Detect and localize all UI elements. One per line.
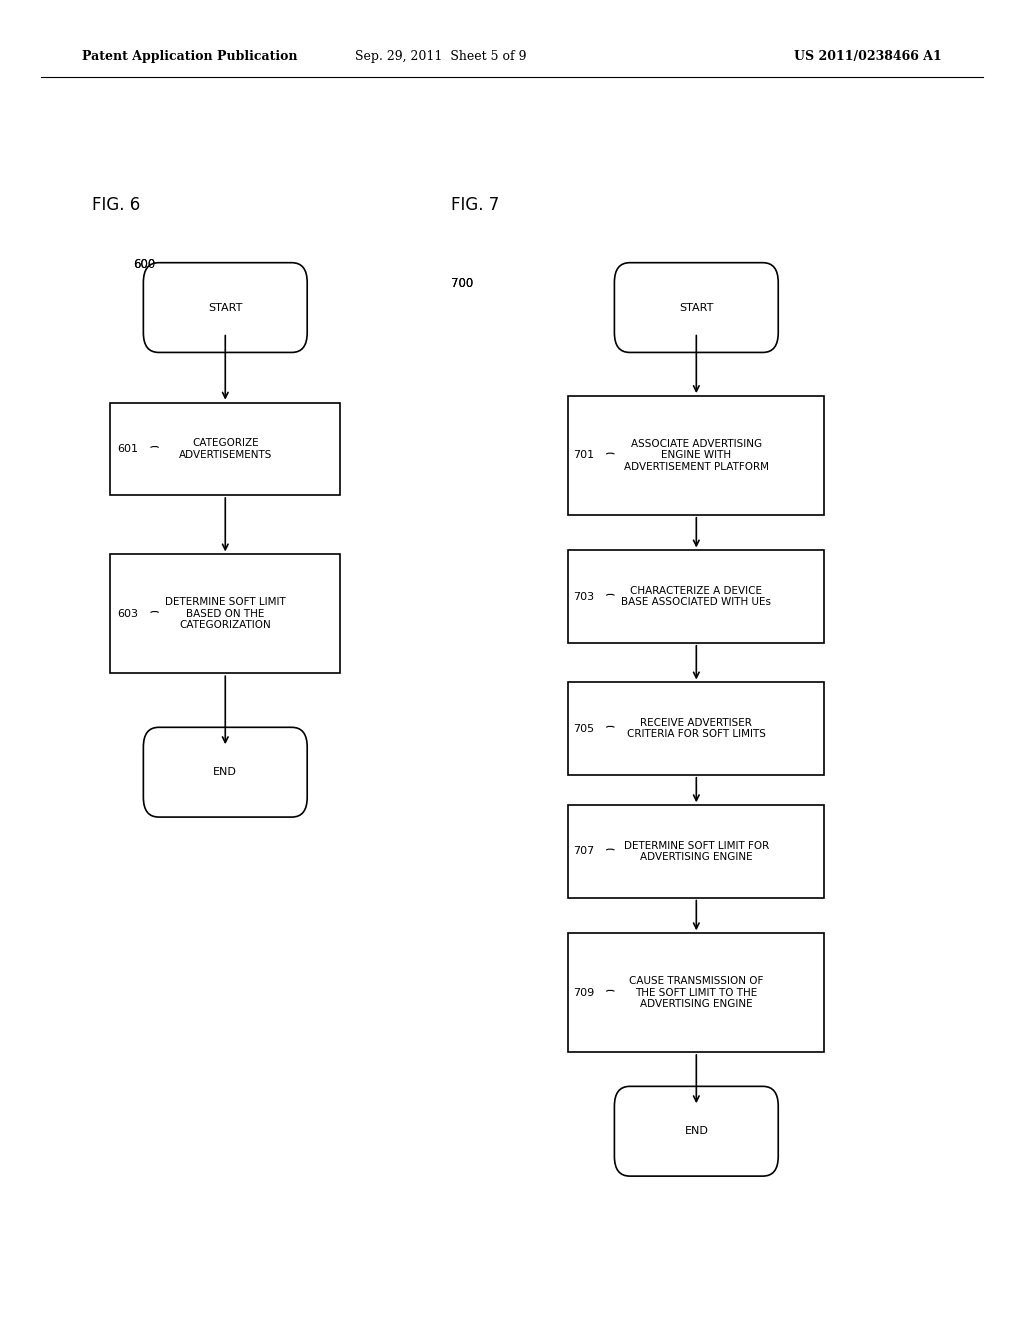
Text: END: END <box>213 767 238 777</box>
Text: 600: 600 <box>133 257 156 271</box>
FancyBboxPatch shape <box>614 1086 778 1176</box>
Bar <box>568 550 824 643</box>
Text: 701: 701 <box>572 450 594 461</box>
Text: 709: 709 <box>572 987 594 998</box>
Text: DETERMINE SOFT LIMIT
BASED ON THE
CATEGORIZATION: DETERMINE SOFT LIMIT BASED ON THE CATEGO… <box>165 597 286 631</box>
FancyBboxPatch shape <box>143 727 307 817</box>
Text: US 2011/0238466 A1: US 2011/0238466 A1 <box>795 50 942 63</box>
Text: FIG. 7: FIG. 7 <box>451 195 499 214</box>
Bar <box>568 396 824 515</box>
FancyBboxPatch shape <box>143 263 307 352</box>
Bar <box>568 933 824 1052</box>
Bar <box>111 554 340 673</box>
Text: END: END <box>684 1126 709 1137</box>
Bar <box>568 682 824 775</box>
Text: START: START <box>679 302 714 313</box>
Text: RECEIVE ADVERTISER
CRITERIA FOR SOFT LIMITS: RECEIVE ADVERTISER CRITERIA FOR SOFT LIM… <box>627 718 766 739</box>
Text: CATEGORIZE
ADVERTISEMENTS: CATEGORIZE ADVERTISEMENTS <box>178 438 272 459</box>
Text: Patent Application Publication: Patent Application Publication <box>82 50 297 63</box>
Text: 600: 600 <box>133 257 156 271</box>
FancyBboxPatch shape <box>614 263 778 352</box>
Text: 703: 703 <box>572 591 594 602</box>
Text: DETERMINE SOFT LIMIT FOR
ADVERTISING ENGINE: DETERMINE SOFT LIMIT FOR ADVERTISING ENG… <box>624 841 769 862</box>
Text: 700: 700 <box>451 277 473 290</box>
Text: 705: 705 <box>572 723 594 734</box>
Text: FIG. 6: FIG. 6 <box>92 195 140 214</box>
Text: 700: 700 <box>451 277 473 290</box>
Bar <box>111 403 340 495</box>
Text: START: START <box>208 302 243 313</box>
Text: 601: 601 <box>117 444 138 454</box>
Bar <box>568 805 824 898</box>
Text: 603: 603 <box>117 609 138 619</box>
Text: CHARACTERIZE A DEVICE
BASE ASSOCIATED WITH UEs: CHARACTERIZE A DEVICE BASE ASSOCIATED WI… <box>622 586 771 607</box>
Text: CAUSE TRANSMISSION OF
THE SOFT LIMIT TO THE
ADVERTISING ENGINE: CAUSE TRANSMISSION OF THE SOFT LIMIT TO … <box>629 975 764 1010</box>
Text: 707: 707 <box>572 846 594 857</box>
Text: ASSOCIATE ADVERTISING
ENGINE WITH
ADVERTISEMENT PLATFORM: ASSOCIATE ADVERTISING ENGINE WITH ADVERT… <box>624 438 769 473</box>
Text: Sep. 29, 2011  Sheet 5 of 9: Sep. 29, 2011 Sheet 5 of 9 <box>354 50 526 63</box>
